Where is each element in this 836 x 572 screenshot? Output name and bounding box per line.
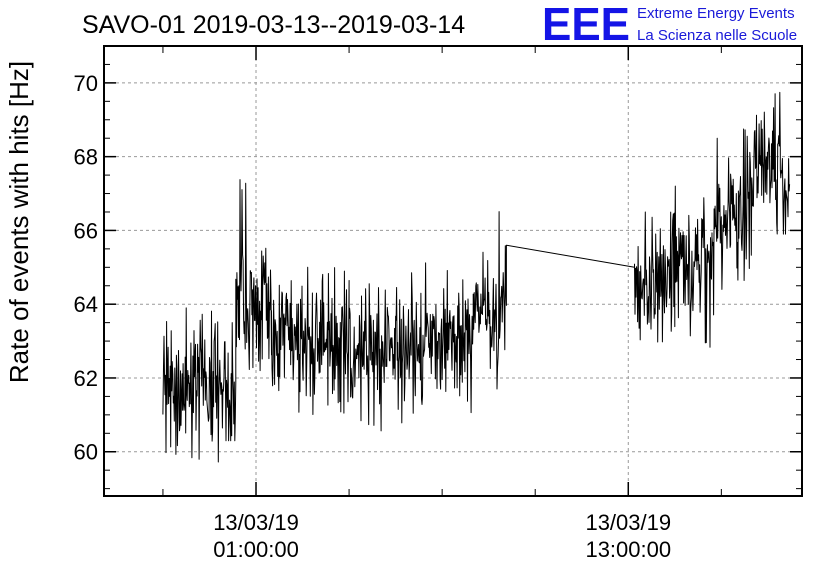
y-tick-label: 60: [74, 440, 98, 465]
logo-line-2: La Scienza nelle Scuole: [637, 27, 797, 44]
series-line: [162, 91, 791, 463]
logo-mark: EEE: [542, 0, 630, 50]
tick-labels: 60626466687013/03/1901:00:0013/03/1913:0…: [74, 71, 672, 562]
axis-ticks: [104, 45, 802, 496]
axes-frame: [103, 45, 803, 497]
chart-title: SAVO-01 2019-03-13--2019-03-14: [82, 11, 465, 39]
grid-lines: [104, 46, 802, 496]
y-tick-label: 66: [74, 218, 98, 243]
logo: EEE Extreme Energy Events La Scienza nel…: [542, 0, 797, 50]
y-axis-title: Rate of events with hits [Hz]: [4, 61, 34, 383]
y-tick-label: 70: [74, 71, 98, 96]
x-tick-label-date: 13/03/19: [585, 510, 671, 535]
x-tick-label-time: 13:00:00: [585, 537, 671, 562]
plot-area: [162, 91, 791, 463]
plot-frame: [103, 45, 803, 497]
logo-line-1: Extreme Energy Events: [637, 5, 795, 22]
x-tick-label-time: 01:00:00: [213, 537, 299, 562]
y-tick-label: 64: [74, 292, 98, 317]
x-tick-label-date: 13/03/19: [213, 510, 299, 535]
y-tick-label: 62: [74, 366, 98, 391]
y-tick-label: 68: [74, 145, 98, 170]
